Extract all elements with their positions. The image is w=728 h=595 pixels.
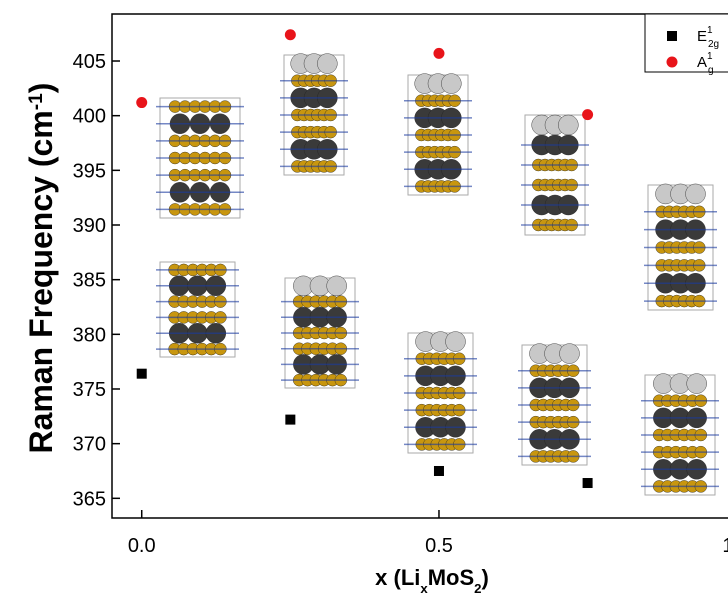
y-tick-label: 405: [73, 51, 106, 73]
x-axis-label: x (LixMoS2): [375, 565, 489, 595]
legend-sup: 1: [707, 25, 713, 36]
label-part: -1: [26, 93, 47, 110]
y-axis-label: Raman Frequency (cm-1): [23, 83, 59, 454]
y-tick-label: 400: [73, 106, 106, 128]
legend-sub: g: [708, 65, 714, 76]
legend-name: E: [697, 28, 707, 45]
atom: [687, 374, 707, 394]
atom: [441, 74, 461, 94]
x-tick-label: 0.5: [425, 535, 453, 557]
legend-sup: 1: [707, 51, 713, 62]
y-tick-label: 395: [73, 160, 106, 182]
atom: [446, 332, 466, 352]
label-part: MoS: [428, 565, 474, 590]
data-point: [433, 48, 444, 59]
atom: [327, 276, 347, 296]
data-point: [434, 466, 444, 476]
legend-sub: 2g: [708, 39, 719, 50]
data-point: [583, 478, 593, 488]
y-tick-label: 385: [73, 270, 106, 292]
x-tick-label: 1.0: [722, 535, 728, 557]
data-point: [137, 369, 147, 379]
label-part: ): [23, 83, 59, 94]
legend-marker: [667, 57, 678, 68]
atom: [317, 54, 337, 74]
atom: [558, 115, 578, 135]
crystal-insets: [156, 54, 719, 495]
y-tick-label: 365: [73, 488, 106, 510]
label-part: x (Li: [375, 565, 420, 590]
x-tick-label: 0.0: [128, 535, 156, 557]
data-point: [285, 29, 296, 40]
atom: [686, 184, 706, 204]
label-part: 2: [474, 581, 481, 595]
data-point: [285, 415, 295, 425]
label-part: Raman Frequency (cm: [23, 110, 59, 453]
y-tick-label: 375: [73, 379, 106, 401]
y-tick-label: 380: [73, 324, 106, 346]
y-tick-label: 370: [73, 434, 106, 456]
legend-marker: [667, 31, 677, 41]
data-point: [582, 109, 593, 120]
chart: 365 370 375 380 385 390 395 400 405 0.0 0.5 1.0 x (L…: [0, 0, 728, 595]
legend-name: A: [697, 54, 707, 71]
atom: [560, 344, 580, 364]
y-tick-label: 390: [73, 215, 106, 237]
data-point: [136, 97, 147, 108]
label-part: ): [482, 565, 489, 590]
